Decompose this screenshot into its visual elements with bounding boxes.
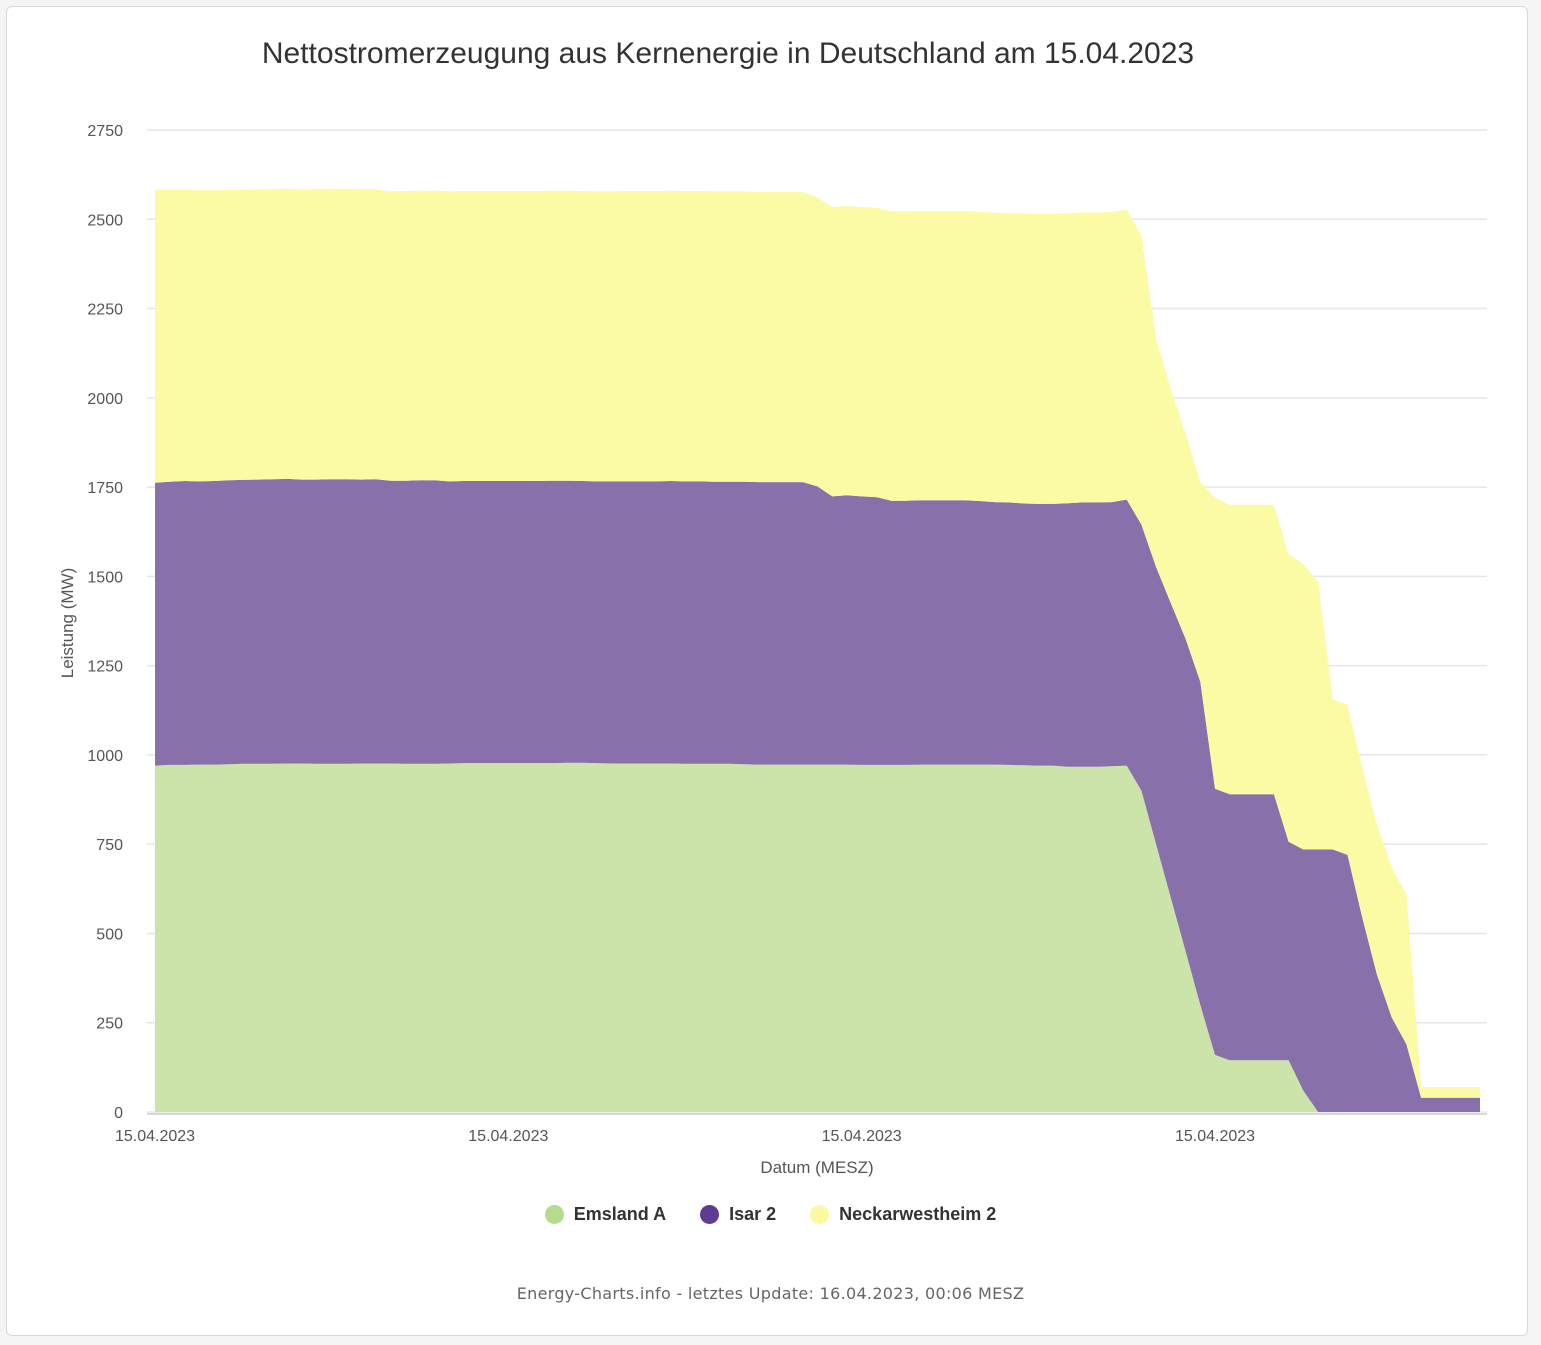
chart-card: Nettostromerzeugung aus Kernenergie in D… — [6, 6, 1528, 1336]
legend-item-neckarwestheim-2[interactable]: Neckarwestheim 2 — [810, 1204, 996, 1225]
chart-title: Nettostromerzeugung aus Kernenergie in D… — [262, 37, 1194, 70]
area-isar-2[interactable] — [155, 478, 1480, 1112]
legend-label-isar-2: Isar 2 — [729, 1204, 777, 1224]
y-tick-label: 2750 — [87, 123, 123, 140]
area-emsland-a[interactable] — [155, 762, 1480, 1112]
y-tick-label: 250 — [96, 1016, 123, 1033]
y-tick-label: 1000 — [87, 748, 123, 765]
y-tick-label: 1250 — [87, 659, 123, 676]
x-tick-label: 15.04.2023 — [115, 1128, 195, 1145]
y-tick-label: 2000 — [87, 391, 123, 408]
legend-dot-isar-2-icon — [700, 1205, 720, 1224]
y-tick-label: 1500 — [87, 569, 123, 586]
y-tick-label: 1750 — [87, 480, 123, 497]
legend: Emsland A Isar 2 Neckarwestheim 2 — [0, 1204, 1541, 1225]
footer-source: Energy-Charts.info - letztes Update: 16.… — [516, 1284, 1025, 1303]
area-series[interactable] — [155, 188, 1480, 1112]
x-axis-label: Datum (MESZ) — [760, 1158, 873, 1177]
legend-label-neckarwestheim-2: Neckarwestheim 2 — [839, 1204, 997, 1224]
legend-item-isar-2[interactable]: Isar 2 — [700, 1204, 776, 1225]
legend-item-emsland-a[interactable]: Emsland A — [544, 1204, 667, 1225]
x-tick-label: 15.04.2023 — [468, 1128, 548, 1145]
legend-dot-emsland-a-icon — [544, 1205, 564, 1224]
x-tick-label: 15.04.2023 — [1175, 1128, 1255, 1145]
area-neckarwestheim-2[interactable] — [155, 188, 1480, 1098]
chart-canvas: Nettostromerzeugung aus Kernenergie in D… — [58, 37, 1487, 1177]
y-tick-label: 0 — [114, 1105, 123, 1122]
y-tick-label: 750 — [96, 837, 123, 854]
x-tick-label: 15.04.2023 — [822, 1128, 902, 1145]
y-tick-label: 2500 — [87, 212, 123, 229]
y-tick-label: 500 — [96, 926, 123, 943]
y-tick-label: 2250 — [87, 302, 123, 319]
y-axis-label: Leistung (MW) — [58, 568, 77, 679]
axes: 0 250 500 750 1000 1250 1500 1750 2000 2250 2500 27… — [87, 123, 1487, 1145]
legend-dot-neckarwestheim-2-icon — [810, 1205, 830, 1224]
legend-label-emsland-a: Emsland A — [573, 1204, 667, 1224]
